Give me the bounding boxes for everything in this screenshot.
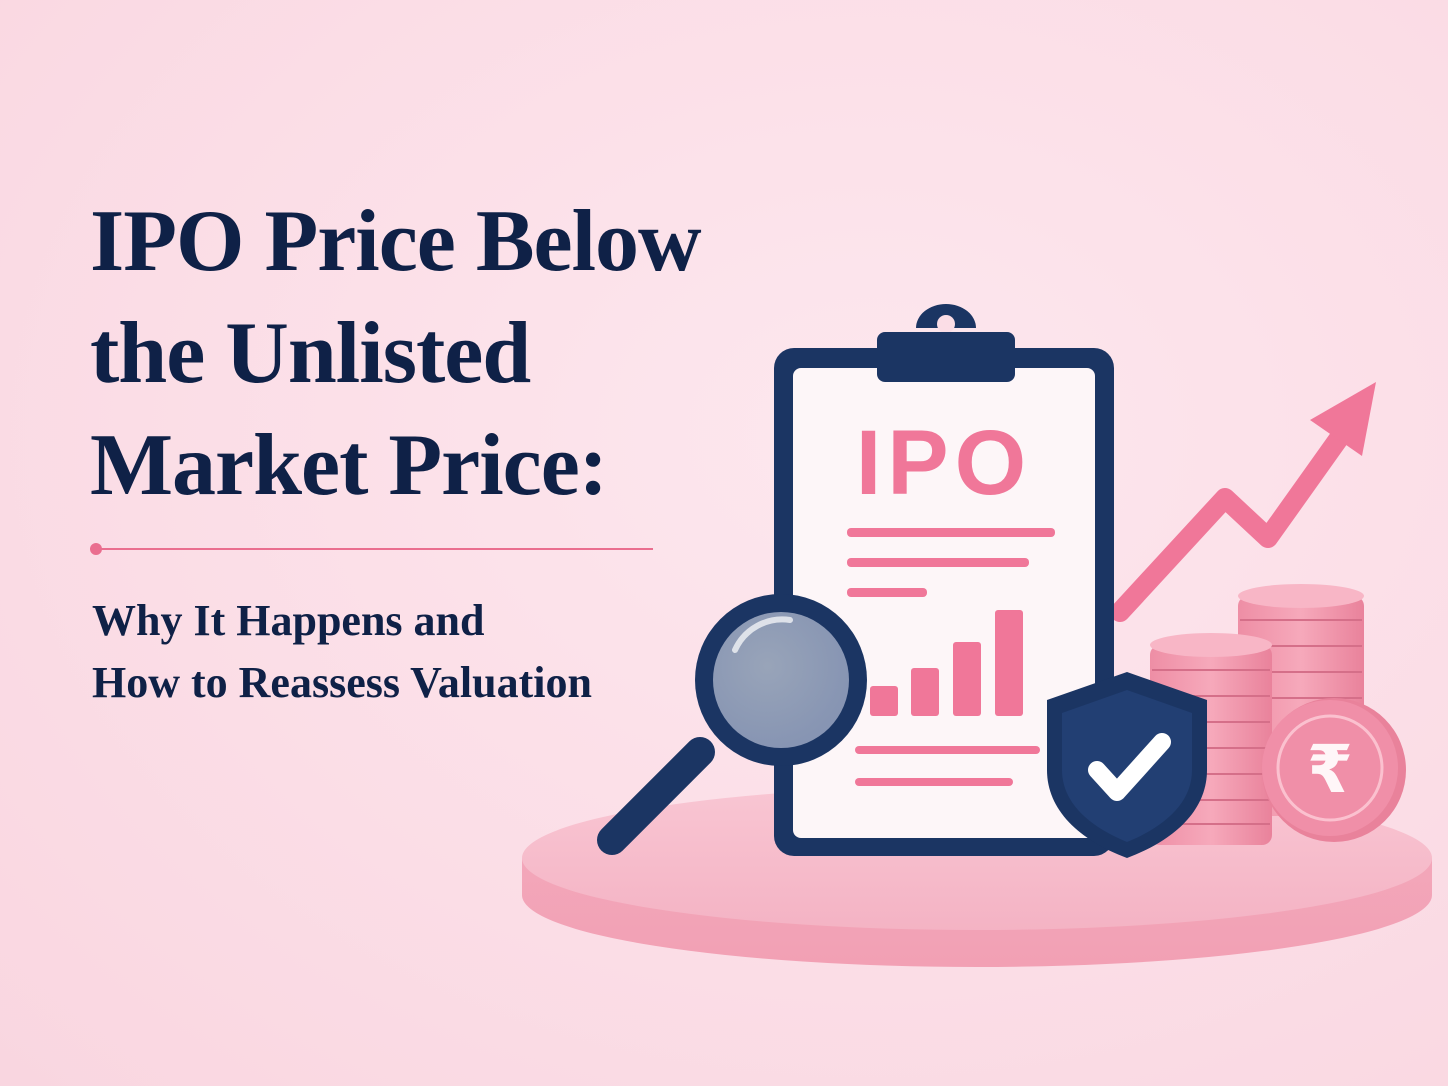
- shield-check-icon: [1047, 672, 1207, 858]
- title-divider: [90, 543, 653, 555]
- magnifier-icon: [597, 594, 867, 855]
- title-line-3: Market Price:: [90, 417, 608, 514]
- rupee-coin-icon: ₹: [1262, 698, 1406, 842]
- title-line-1: IPO Price Below: [90, 193, 702, 290]
- clipboard-icon: IPO: [774, 304, 1114, 856]
- title-line-2: the Unlisted: [90, 305, 531, 402]
- subtitle-line-2: How to Reassess Valuation: [92, 658, 592, 707]
- page-subtitle: Why It Happens and How to Reassess Valua…: [92, 590, 692, 714]
- trend-arrow-icon: [1110, 382, 1376, 622]
- rupee-symbol: ₹: [1307, 731, 1353, 808]
- page-title: IPO Price Below the Unlisted Market Pric…: [90, 186, 810, 522]
- subtitle-line-1: Why It Happens and: [92, 596, 485, 645]
- clipboard-ipo-label: IPO: [856, 412, 1032, 514]
